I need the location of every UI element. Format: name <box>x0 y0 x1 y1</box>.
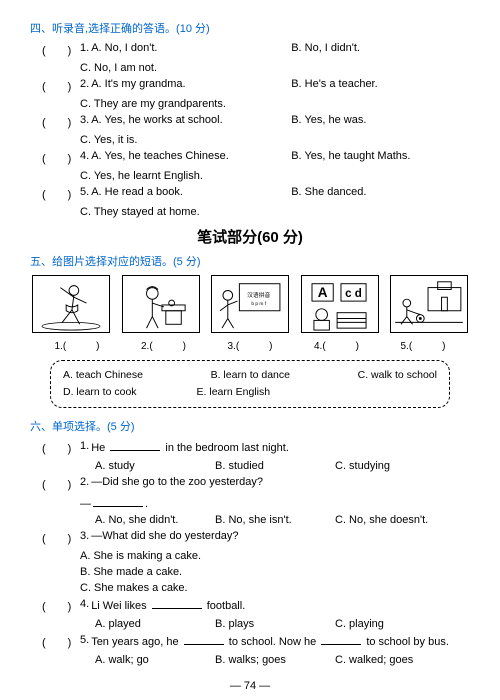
opt-c: C. walk to school <box>358 367 437 384</box>
page-number: 74 <box>0 680 500 692</box>
q6-stem2: —. <box>30 496 470 510</box>
q4-optc: C. Yes, he learnt English. <box>30 170 470 182</box>
section5-title: 五、给图片选择对应的短语。(5 分) <box>30 253 470 269</box>
image-row: 汉语拼音 b p m f Ac d <box>30 275 470 333</box>
svg-text:c d: c d <box>345 288 362 300</box>
q6-opts: A. walk; goB. walks; goesC. walked; goes <box>30 654 470 666</box>
q6-item: ( )2.—Did she go to the zoo yesterday? <box>30 476 470 492</box>
q6-opts: A. No, she didn't.B. No, she isn't.C. No… <box>30 514 470 526</box>
opt-d: D. learn to cook <box>63 384 137 401</box>
q4-item: ( )1.A. No, I don't.B. No, I didn't. <box>30 42 470 58</box>
q6-item: ( )1.He in the bedroom last night. <box>30 440 470 456</box>
section6-list: ( )1.He in the bedroom last night. A. stu… <box>30 440 470 666</box>
opt-a: A. teach Chinese <box>63 367 143 384</box>
q4-item: ( )5.A. He read a book.B. She danced. <box>30 186 470 202</box>
img-5-walk <box>390 275 468 333</box>
opt-e: E. learn English <box>197 384 271 401</box>
image-labels: 1.( ) 2.( ) 3.( ) 4.( ) 5.( ) <box>30 337 470 352</box>
img-label-1: 1.( ) <box>38 337 116 352</box>
q4-optc: C. Yes, it is. <box>30 134 470 146</box>
written-header: 笔试部分(60 分) <box>30 226 470 247</box>
img-label-5: 5.( ) <box>384 337 462 352</box>
q6-item: ( )3.—What did she do yesterday? <box>30 530 470 546</box>
q4-optc: C. They are my grandparents. <box>30 98 470 110</box>
section4-title: 四、听录音,选择正确的答语。(10 分) <box>30 20 470 36</box>
opt-b: B. learn to dance <box>211 367 290 384</box>
img-1-dancer <box>32 275 110 333</box>
img-4-letters: Ac d <box>301 275 379 333</box>
q6-line: A. She is making a cake. <box>30 550 470 562</box>
svg-text:b p m f: b p m f <box>251 301 266 307</box>
img-label-3: 3.( ) <box>211 337 289 352</box>
q6-item: ( )4.Li Wei likes football. <box>30 598 470 614</box>
svg-text:汉语拼音: 汉语拼音 <box>247 291 270 299</box>
q6-opts: A. studyB. studiedC. studying <box>30 460 470 472</box>
section6-title: 六、单项选择。(5 分) <box>30 418 470 434</box>
svg-text:A: A <box>317 285 327 300</box>
q6-opts: A. playedB. playsC. playing <box>30 618 470 630</box>
q4-optc: C. No, I am not. <box>30 62 470 74</box>
q6-item: ( )5.Ten years ago, he to school. Now he… <box>30 634 470 650</box>
q4-item: ( )2.A. It's my grandma.B. He's a teache… <box>30 78 470 94</box>
img-label-4: 4.( ) <box>298 337 376 352</box>
section4-list: ( )1.A. No, I don't.B. No, I didn't. C. N… <box>30 42 470 218</box>
q4-optc: C. They stayed at home. <box>30 206 470 218</box>
q4-item: ( )4.A. Yes, he teaches Chinese.B. Yes, … <box>30 150 470 166</box>
q4-item: ( )3.A. Yes, he works at school.B. Yes, … <box>30 114 470 130</box>
q6-line: B. She made a cake. <box>30 566 470 578</box>
img-2-cook <box>122 275 200 333</box>
img-label-2: 2.( ) <box>125 337 203 352</box>
options-box: A. teach Chinese B. learn to dance C. wa… <box>50 360 450 408</box>
img-3-teacher: 汉语拼音 b p m f <box>211 275 289 333</box>
q6-line: C. She makes a cake. <box>30 582 470 594</box>
